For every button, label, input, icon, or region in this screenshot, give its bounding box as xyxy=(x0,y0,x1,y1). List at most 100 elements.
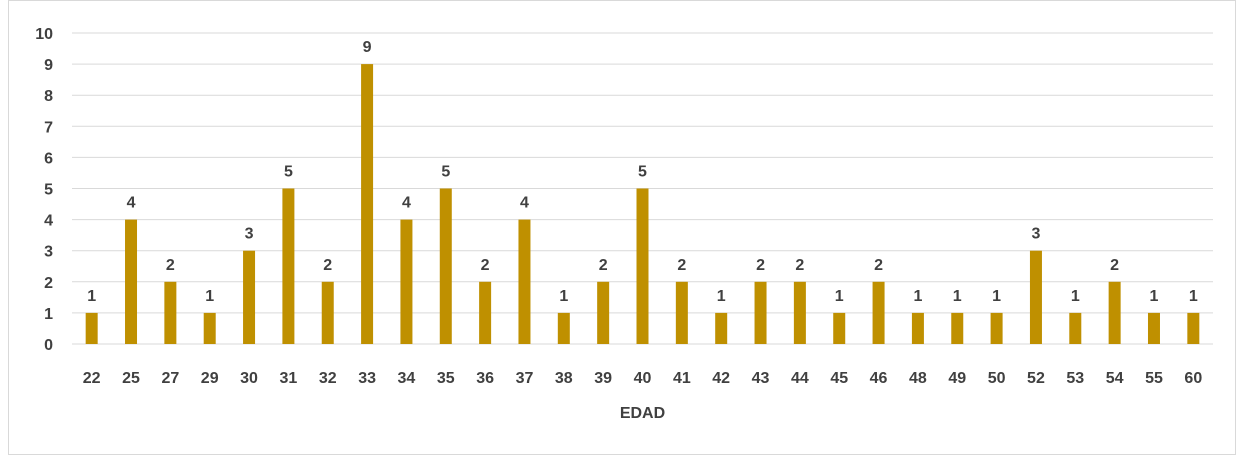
bar-54 xyxy=(1108,281,1121,344)
data-label-41: 2 xyxy=(677,257,686,274)
data-label-22: 1 xyxy=(87,288,96,305)
data-label-49: 1 xyxy=(953,288,962,305)
x-tick-label-38: 38 xyxy=(555,370,573,387)
bar-37 xyxy=(518,219,531,344)
x-tick-label-44: 44 xyxy=(791,370,809,387)
y-tick-label: 9 xyxy=(44,57,53,74)
x-tick-label-33: 33 xyxy=(358,370,376,387)
bar-33 xyxy=(361,64,374,344)
bars xyxy=(85,64,1200,344)
bar-32 xyxy=(321,281,334,344)
data-label-36: 2 xyxy=(481,257,490,274)
data-label-44: 2 xyxy=(795,257,804,274)
bar-44 xyxy=(793,281,806,344)
x-tick-label-46: 46 xyxy=(870,370,888,387)
x-tick-label-48: 48 xyxy=(909,370,927,387)
x-tick-label-54: 54 xyxy=(1106,370,1124,387)
x-tick-label-43: 43 xyxy=(752,370,770,387)
data-label-32: 2 xyxy=(323,257,332,274)
data-label-39: 2 xyxy=(599,257,608,274)
data-label-29: 1 xyxy=(205,288,214,305)
data-label-42: 1 xyxy=(717,288,726,305)
y-tick-label: 2 xyxy=(44,275,53,292)
x-tick-label-50: 50 xyxy=(988,370,1006,387)
data-label-48: 1 xyxy=(913,288,922,305)
x-tick-label-31: 31 xyxy=(279,370,297,387)
x-axis-title: EDAD xyxy=(620,405,665,422)
x-tick-label-22: 22 xyxy=(83,370,101,387)
bar-35 xyxy=(439,188,452,344)
y-tick-label: 7 xyxy=(44,119,53,136)
data-label-52: 3 xyxy=(1031,226,1040,243)
y-tick-label: 1 xyxy=(44,306,53,323)
x-axis-ticks: 22 25 27 29 30 31 32 33 34 35 36 37 38 39 40 41 42 43 44 45… xyxy=(83,370,1203,387)
data-label-35: 5 xyxy=(441,164,450,181)
bar-29 xyxy=(203,312,216,344)
x-tick-label-29: 29 xyxy=(201,370,219,387)
bar-40 xyxy=(636,188,649,344)
data-label-31: 5 xyxy=(284,164,293,181)
bar-45 xyxy=(833,312,846,344)
bar-39 xyxy=(597,281,610,344)
bar-41 xyxy=(675,281,688,344)
data-label-60: 1 xyxy=(1189,288,1198,305)
bar-55 xyxy=(1147,312,1160,344)
data-label-43: 2 xyxy=(756,257,765,274)
x-tick-label-35: 35 xyxy=(437,370,455,387)
bar-52 xyxy=(1029,250,1042,344)
data-label-45: 1 xyxy=(835,288,844,305)
bar-48 xyxy=(911,312,924,344)
data-label-30: 3 xyxy=(245,226,254,243)
bar-49 xyxy=(951,312,964,344)
bar-60 xyxy=(1187,312,1200,344)
x-tick-label-39: 39 xyxy=(594,370,612,387)
bar-50 xyxy=(990,312,1003,344)
y-tick-label: 6 xyxy=(44,150,53,167)
data-label-40: 5 xyxy=(638,164,647,181)
data-label-38: 1 xyxy=(559,288,568,305)
x-tick-label-60: 60 xyxy=(1184,370,1202,387)
x-tick-label-40: 40 xyxy=(634,370,652,387)
data-label-46: 2 xyxy=(874,257,883,274)
bar-42 xyxy=(715,312,728,344)
y-tick-label: 0 xyxy=(44,337,53,354)
data-label-50: 1 xyxy=(992,288,1001,305)
data-label-25: 4 xyxy=(127,195,136,212)
bar-31 xyxy=(282,188,295,344)
x-tick-label-34: 34 xyxy=(398,370,416,387)
bar-27 xyxy=(164,281,177,344)
x-tick-label-49: 49 xyxy=(948,370,966,387)
x-tick-label-25: 25 xyxy=(122,370,140,387)
chart-frame xyxy=(8,0,1236,455)
gridlines xyxy=(72,32,1213,345)
x-tick-label-52: 52 xyxy=(1027,370,1045,387)
bar-43 xyxy=(754,281,767,344)
bar-25 xyxy=(125,219,138,344)
y-tick-label: 5 xyxy=(44,182,53,199)
x-tick-label-45: 45 xyxy=(830,370,848,387)
data-label-34: 4 xyxy=(402,195,411,212)
data-label-55: 1 xyxy=(1150,288,1159,305)
data-label-33: 9 xyxy=(363,39,372,56)
y-tick-label: 8 xyxy=(44,88,53,105)
bar-38 xyxy=(557,312,570,344)
data-label-54: 2 xyxy=(1110,257,1119,274)
bar-53 xyxy=(1069,312,1082,344)
x-tick-label-42: 42 xyxy=(712,370,730,387)
y-tick-label: 3 xyxy=(44,244,53,261)
x-tick-label-55: 55 xyxy=(1145,370,1163,387)
bar-34 xyxy=(400,219,413,344)
x-tick-label-36: 36 xyxy=(476,370,494,387)
x-tick-label-53: 53 xyxy=(1066,370,1084,387)
data-labels: 1 4 2 1 3 5 2 9 4 5 2 4 1 2 5 2 1 2 2 1 2 1 1 1 3 1 2 1 1 xyxy=(87,39,1198,305)
y-axis-ticks: 0 1 2 3 4 5 6 7 8 9 10 xyxy=(35,26,53,354)
bar-30 xyxy=(243,250,256,344)
y-tick-label: 4 xyxy=(44,213,53,230)
data-label-27: 2 xyxy=(166,257,175,274)
x-tick-label-41: 41 xyxy=(673,370,691,387)
bar-46 xyxy=(872,281,885,344)
x-tick-label-30: 30 xyxy=(240,370,258,387)
bar-22 xyxy=(85,312,98,344)
x-tick-label-27: 27 xyxy=(161,370,179,387)
